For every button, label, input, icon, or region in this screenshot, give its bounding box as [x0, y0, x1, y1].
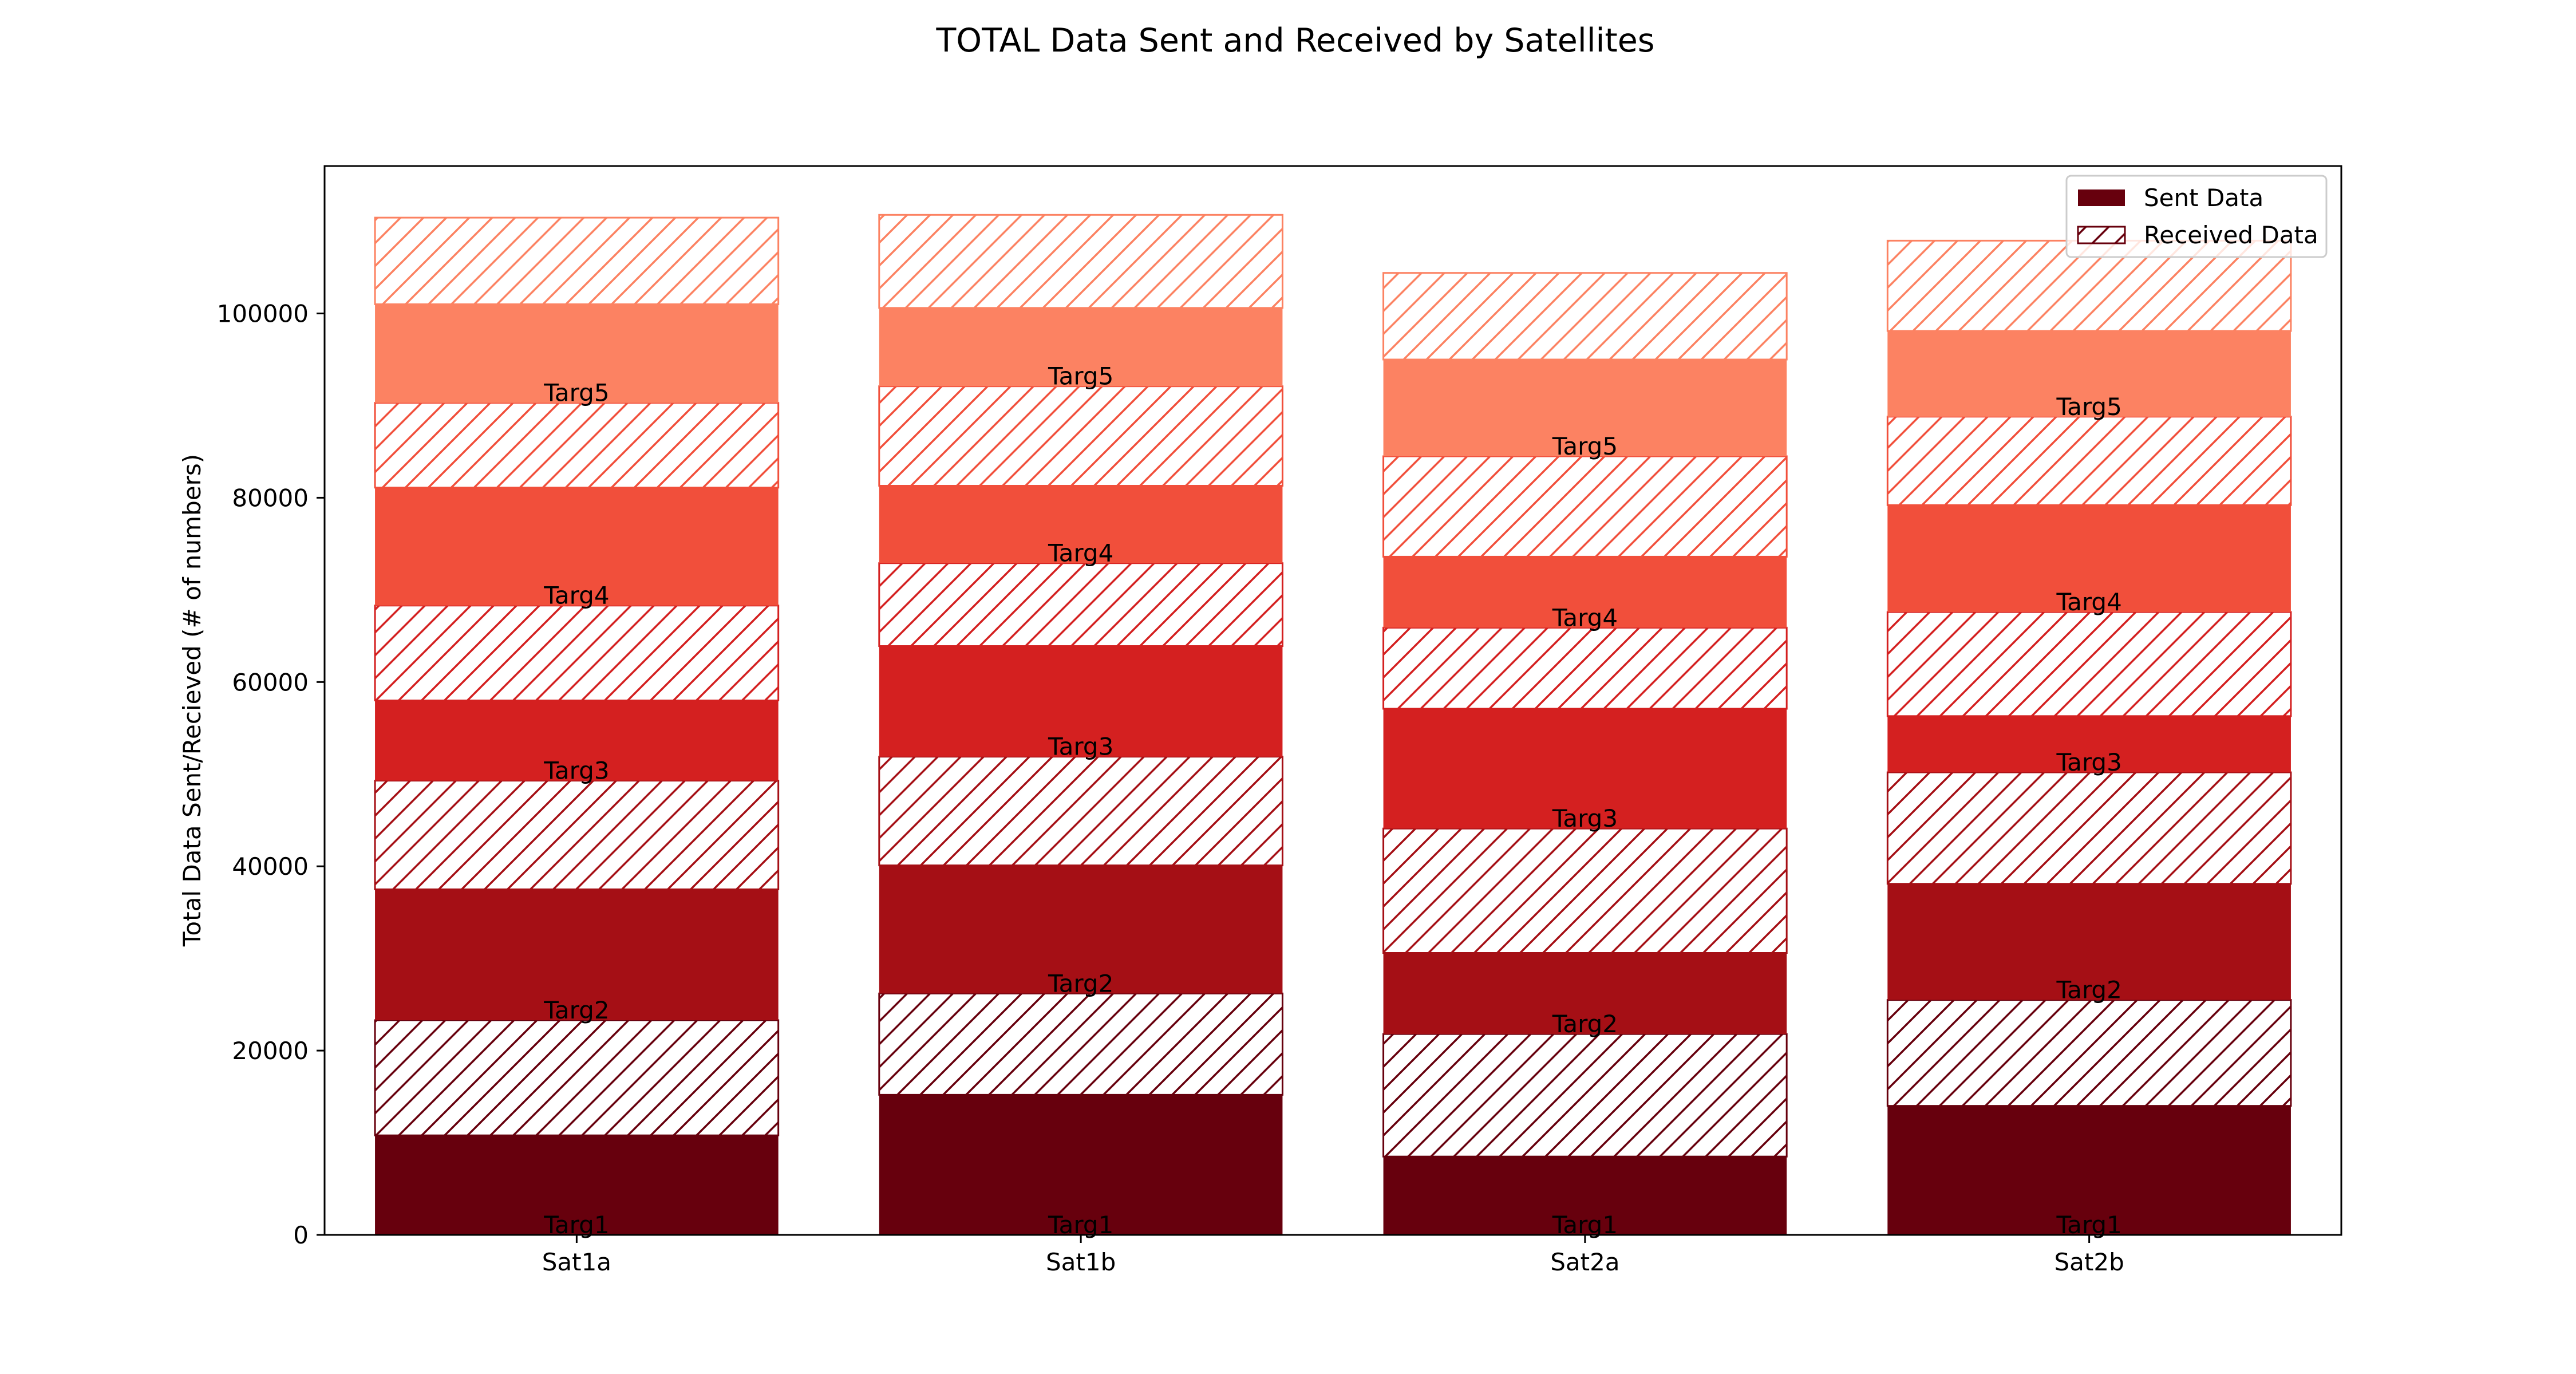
plot-area-frame: [323, 165, 2342, 1236]
segment-label-targ3-sat2a: Targ3: [1552, 804, 1618, 832]
y-tick-label: 40000: [232, 852, 309, 881]
x-tick-label-sat1a: Sat1a: [542, 1248, 611, 1276]
segment-label-targ4-sat1b: Targ4: [1048, 539, 1113, 567]
bar-segment-targ2-sent-sat1a: [375, 889, 779, 1020]
segment-label-targ2-sat1b: Targ2: [1048, 969, 1113, 997]
bar-segment-targ5-received-sat1a: [374, 216, 780, 305]
bar-segment-targ1-received-sat1a: [374, 1019, 780, 1136]
y-axis-ticks: 0 20000 40000 60000 80000 100000: [217, 300, 325, 1249]
y-axis-label: Total Data Sent/Recieved (# of numbers): [178, 454, 206, 947]
bar-segment-targ4-sent-sat2a: [1383, 556, 1787, 628]
bar-segment-targ1-sent-sat1b: [879, 1095, 1283, 1235]
bar-segment-targ3-sent-sat1b: [879, 646, 1283, 757]
bar-segment-targ5-sent-sat1b: [879, 307, 1283, 386]
bar-segment-targ3-sent-sat2a: [1383, 708, 1787, 829]
segment-label-targ3-sat1b: Targ3: [1048, 733, 1113, 761]
x-axis-ticks: Sat1a Sat1b Sat2a Sat2b: [542, 1235, 2124, 1276]
bar-segment-targ5-received-sat2a: [1382, 272, 1788, 361]
segment-label-targ2-sat2a: Targ2: [1552, 1010, 1618, 1038]
segment-label-targ5-sat1b: Targ5: [1048, 362, 1113, 390]
segment-label-targ4-sat2a: Targ4: [1552, 603, 1618, 631]
bar-segment-targ3-sent-sat1a: [375, 700, 779, 781]
bar-segment-targ5-sent-sat1a: [375, 304, 779, 403]
bar-segment-targ3-received-sat2b: [1886, 611, 2292, 717]
segment-label-targ4-sat1a: Targ4: [543, 582, 609, 610]
bar-segment-targ4-received-sat1b: [878, 385, 1283, 487]
bar-segment-targ1-sent-sat1a: [375, 1135, 779, 1235]
segment-label-targ3-sat2b: Targ3: [2056, 748, 2121, 776]
bar-segment-targ1-received-sat1b: [878, 992, 1283, 1096]
bar-segment-targ4-sent-sat2b: [1887, 505, 2291, 612]
bar-segment-targ5-received-sat1b: [878, 214, 1283, 309]
bar-segment-targ3-received-sat2a: [1382, 626, 1788, 710]
bar-segment-targ2-received-sat2a: [1382, 827, 1788, 954]
bar-segment-targ1-received-sat2b: [1886, 999, 2292, 1107]
bar-segment-targ1-sent-sat2b: [1887, 1105, 2291, 1235]
segment-label-targ5-sat1a: Targ5: [543, 379, 609, 407]
chart-title: TOTAL Data Sent and Received by Satellit…: [935, 22, 1654, 60]
legend-swatch-received: [2077, 226, 2126, 244]
legend-label-sent: Sent Data: [2144, 184, 2263, 212]
bars-group: [374, 214, 2292, 1235]
bar-segment-targ4-sent-sat1a: [375, 487, 779, 606]
segment-label-targ4-sat2b: Targ4: [2056, 588, 2121, 616]
y-tick-label: 60000: [232, 668, 309, 696]
legend-label-received: Received Data: [2144, 221, 2318, 249]
segment-labels-group: Targ1 Targ1 Targ1 Targ1Targ2Targ2Targ2Targ2…: [543, 362, 2122, 1239]
bar-segment-targ2-received-sat1b: [878, 756, 1283, 867]
bar-segment-targ4-sent-sat1b: [879, 485, 1283, 563]
bar-segment-targ3-sent-sat2b: [1887, 716, 2291, 773]
segment-label-targ3-sat1a: Targ3: [543, 757, 609, 785]
bar-segment-targ2-sent-sat2a: [1383, 953, 1787, 1035]
y-tick-label: 0: [293, 1221, 309, 1249]
legend: Sent Data Received Data: [2065, 175, 2328, 258]
bar-segment-targ4-received-sat1a: [374, 402, 780, 489]
legend-swatch-sent: [2078, 189, 2125, 206]
x-tick-label-sat1b: Sat1b: [1046, 1248, 1116, 1276]
segment-label-targ5-sat2a: Targ5: [1552, 432, 1618, 460]
segment-label-targ2-sat1a: Targ2: [543, 996, 609, 1024]
bar-segment-targ4-received-sat2b: [1886, 416, 2292, 506]
bar-segment-targ5-sent-sat2a: [1383, 359, 1787, 456]
bar-segment-targ2-sent-sat1b: [879, 865, 1283, 994]
bar-segment-targ2-sent-sat2b: [1887, 883, 2291, 1000]
bar-segment-targ1-received-sat2a: [1382, 1033, 1788, 1158]
bar-segment-targ3-received-sat1a: [374, 605, 780, 701]
y-tick-label: 100000: [217, 300, 309, 328]
y-tick-label: 80000: [232, 484, 309, 512]
x-tick-label-sat2b: Sat2b: [2055, 1248, 2124, 1276]
segment-label-targ5-sat2b: Targ5: [2056, 393, 2121, 421]
bar-segment-targ2-received-sat1a: [374, 780, 780, 890]
y-tick-label: 20000: [232, 1037, 309, 1065]
segment-label-targ2-sat2b: Targ2: [2056, 976, 2121, 1004]
bar-segment-targ2-received-sat2b: [1886, 771, 2292, 885]
bar-segment-targ1-sent-sat2a: [1383, 1156, 1787, 1235]
bar-segment-targ5-sent-sat2b: [1887, 331, 2291, 417]
bar-segment-targ3-received-sat1b: [878, 562, 1283, 647]
legend-frame: [2065, 175, 2328, 258]
x-tick-label-sat2a: Sat2a: [1550, 1248, 1619, 1276]
bar-segment-targ4-received-sat2a: [1382, 455, 1788, 558]
